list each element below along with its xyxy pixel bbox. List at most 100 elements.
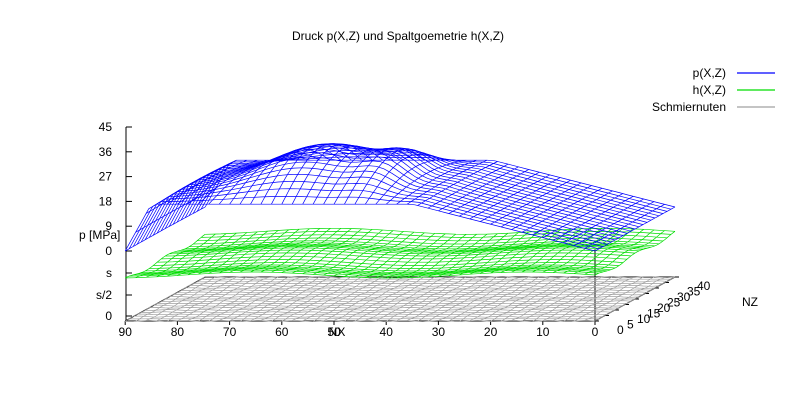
gap-x-line bbox=[219, 228, 300, 274]
pressure-x-line bbox=[145, 169, 227, 214]
pressure-tick-label: 27 bbox=[99, 170, 113, 184]
gap-x-line bbox=[459, 230, 540, 276]
gap-z-line bbox=[145, 264, 616, 272]
groove-x-line bbox=[177, 276, 258, 322]
gap-x-line bbox=[490, 229, 571, 274]
pressure-x-line bbox=[365, 153, 446, 205]
pressure-z-line bbox=[144, 167, 616, 241]
gap-x-line bbox=[187, 230, 269, 276]
groove-x-line bbox=[302, 276, 383, 322]
gap-z-line bbox=[133, 268, 604, 276]
pressure-x-line bbox=[542, 193, 623, 238]
gap-z-line bbox=[149, 262, 620, 269]
z-axis-label: NZ bbox=[742, 295, 758, 309]
groove-x-line bbox=[448, 276, 529, 322]
gap-x-line bbox=[427, 232, 509, 278]
pressure-x-line bbox=[125, 206, 206, 252]
z-tick-label: 0 bbox=[617, 323, 624, 337]
gap-x-line bbox=[365, 233, 446, 278]
x-tick-label: 90 bbox=[119, 325, 133, 339]
gap-z-line bbox=[129, 269, 600, 277]
groove-x-line bbox=[417, 276, 498, 322]
pressure-tick-label: 36 bbox=[99, 145, 113, 159]
pressure-x-line bbox=[385, 159, 467, 205]
pressure-x-line bbox=[354, 148, 436, 205]
groove-x-line bbox=[271, 276, 352, 322]
groove-z-line bbox=[185, 287, 656, 289]
pressure-x-line bbox=[417, 161, 498, 206]
pressure-x-line bbox=[584, 203, 665, 249]
groove-z-line bbox=[173, 293, 644, 296]
z-tick-label: 40 bbox=[697, 279, 711, 293]
x-tick-label: 80 bbox=[171, 325, 185, 339]
x-tick-label: 60 bbox=[275, 325, 289, 339]
gap-z-line bbox=[165, 249, 636, 257]
groove-x-line bbox=[344, 276, 425, 322]
y-axis-label: p [MPa] bbox=[79, 228, 120, 242]
gap-x-line bbox=[145, 233, 227, 278]
groove-x-line bbox=[145, 277, 227, 321]
pressure-x-line bbox=[333, 148, 415, 205]
groove-x-line bbox=[208, 276, 289, 322]
pressure-x-line bbox=[521, 187, 603, 233]
groove-x-line bbox=[125, 276, 206, 322]
groove-z-line bbox=[177, 291, 648, 294]
x-tick-label: 20 bbox=[484, 325, 498, 339]
gap-x-line bbox=[260, 228, 342, 273]
gap-z-line bbox=[177, 244, 648, 252]
groove-x-line bbox=[438, 277, 519, 321]
gap-x-line bbox=[135, 233, 216, 279]
pressure-z-line bbox=[152, 156, 624, 236]
pressure-x-line bbox=[500, 182, 582, 228]
gap-tick-label: s bbox=[106, 266, 112, 280]
gap-z-line bbox=[181, 243, 652, 251]
gap-x-line bbox=[511, 228, 592, 273]
gap-x-line bbox=[480, 229, 561, 274]
groove-z-line bbox=[189, 284, 660, 287]
gap-z-line bbox=[137, 267, 608, 275]
groove-x-line bbox=[250, 276, 331, 322]
gap-z-line bbox=[201, 231, 672, 238]
groove-x-line bbox=[323, 276, 404, 322]
groove-z-line bbox=[125, 320, 596, 322]
x-tick-label: 10 bbox=[536, 325, 550, 339]
groove-x-line bbox=[406, 277, 488, 321]
gap-z-line bbox=[125, 271, 596, 279]
groove-x-line bbox=[354, 276, 436, 322]
gap-x-line bbox=[156, 232, 237, 278]
groove-x-line bbox=[500, 276, 582, 322]
gap-x-line bbox=[229, 228, 310, 273]
gap-x-line bbox=[563, 229, 644, 274]
groove-z-line bbox=[169, 295, 640, 298]
gap-z-line bbox=[173, 246, 644, 253]
groove-x-line bbox=[396, 276, 477, 322]
x-tick-label: 70 bbox=[223, 325, 237, 339]
x-axis-label: NX bbox=[329, 325, 346, 339]
groove-x-line bbox=[365, 277, 446, 321]
gap-x-line bbox=[542, 228, 624, 273]
groove-x-line bbox=[532, 276, 613, 322]
gap-z-line bbox=[205, 227, 676, 235]
pressure-x-line bbox=[427, 163, 509, 209]
pressure-x-line bbox=[135, 187, 216, 233]
pressure-x-line bbox=[239, 152, 321, 205]
z-tick-label: 25 bbox=[667, 296, 681, 310]
groove-z-line bbox=[137, 313, 608, 316]
groove-x-line bbox=[375, 276, 456, 322]
legend-label-p: p(X,Z) bbox=[693, 66, 726, 80]
groove-z-line bbox=[149, 307, 620, 309]
axes: 90 80 70 60 50 40 30 20 10 0 0 5 1015202530354009182… bbox=[96, 120, 711, 339]
pressure-z-line bbox=[148, 161, 620, 239]
z-tick-label: 5 bbox=[627, 318, 634, 332]
groove-x-line bbox=[281, 276, 362, 322]
pressure-tick-label: 0 bbox=[105, 244, 112, 258]
groove-x-line bbox=[260, 277, 342, 321]
groove-x-line bbox=[219, 277, 300, 321]
groove-x-line bbox=[542, 276, 623, 322]
gap-z-line bbox=[157, 255, 628, 263]
pressure-x-line bbox=[406, 159, 488, 205]
gap-x-line bbox=[386, 234, 467, 279]
gap-x-line bbox=[250, 228, 331, 273]
z-tick-label: 10 bbox=[637, 312, 651, 326]
